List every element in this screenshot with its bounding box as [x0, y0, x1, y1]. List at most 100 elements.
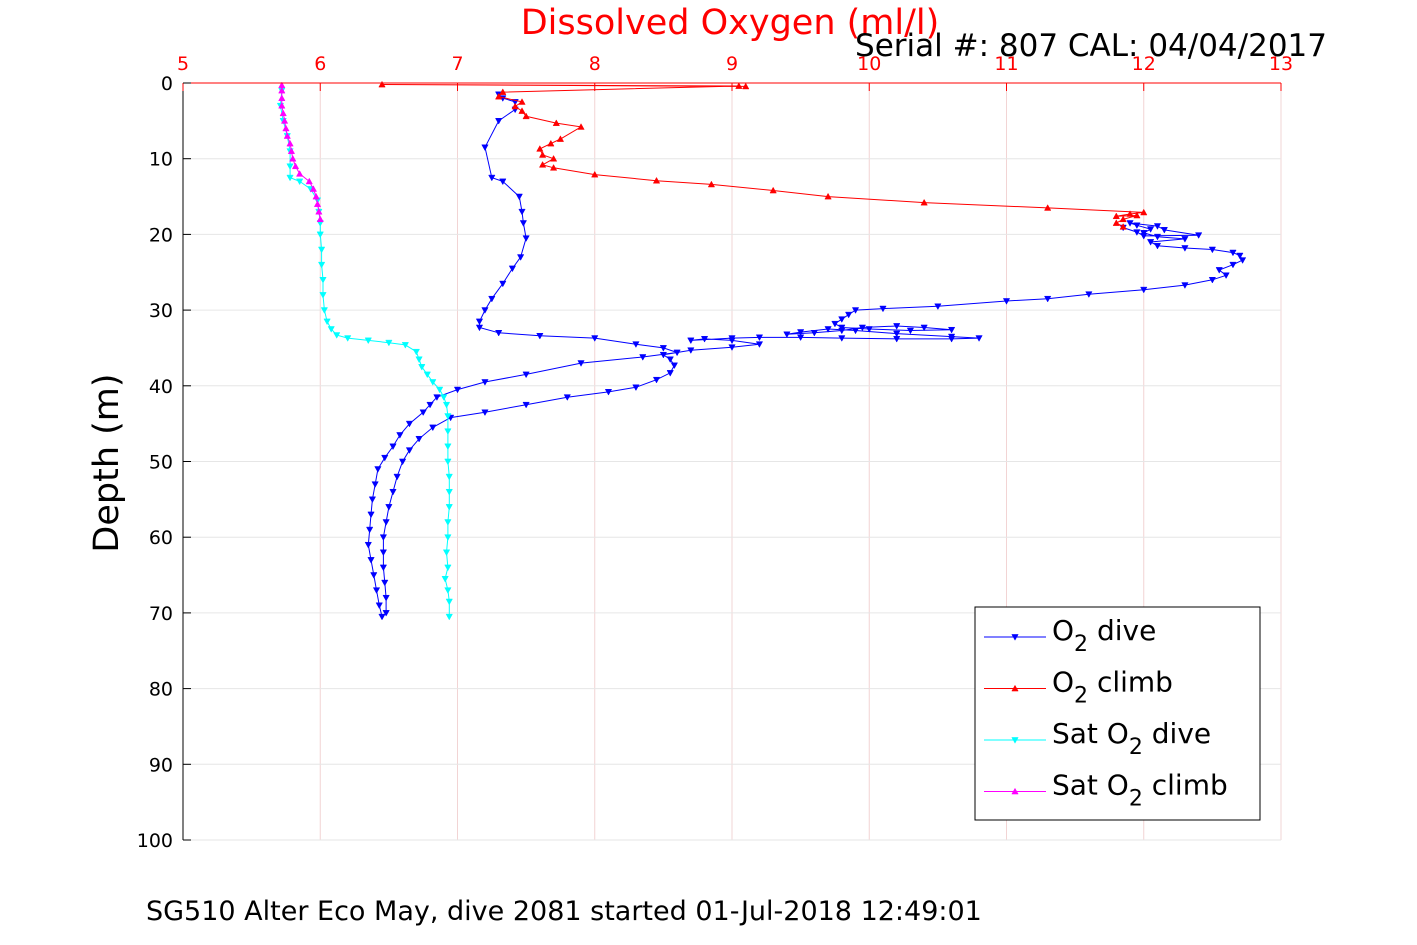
data-point [536, 333, 544, 340]
data-point [286, 163, 294, 170]
data-point [499, 178, 507, 186]
data-point [604, 389, 613, 396]
data-point [666, 370, 674, 377]
data-point [947, 326, 956, 334]
data-point [577, 123, 585, 130]
data-point [441, 576, 449, 583]
data-point [412, 348, 420, 356]
data-point [1133, 229, 1141, 236]
data-point [445, 488, 453, 496]
data-point [444, 458, 452, 466]
data-point [1126, 210, 1134, 217]
data-point [282, 124, 290, 132]
data-point [278, 94, 286, 101]
data-point [278, 86, 286, 94]
data-point [382, 610, 390, 617]
data-point [475, 324, 484, 332]
data-point [515, 193, 523, 201]
legend-marker [1011, 634, 1019, 641]
legend-label: O2 dive [1052, 614, 1156, 657]
data-point [405, 447, 414, 454]
data-point [1236, 252, 1244, 260]
data-point [418, 364, 426, 371]
x-tick-label: 10 [857, 53, 881, 75]
data-point [433, 394, 441, 401]
data-point [320, 307, 328, 314]
data-point [1181, 236, 1189, 243]
data-point [687, 347, 695, 354]
data-point [445, 473, 453, 481]
data-point [673, 349, 681, 357]
data-point [511, 102, 519, 110]
data-point [296, 178, 304, 186]
data-point [367, 557, 375, 564]
data-point [1153, 223, 1162, 230]
data-point [838, 335, 846, 342]
data-point [419, 409, 427, 417]
x-tick-label: 11 [994, 53, 1018, 75]
data-point [378, 613, 386, 621]
y-tick-label: 60 [149, 527, 173, 549]
data-point [401, 342, 409, 349]
y-tick-label: 70 [149, 603, 173, 625]
data-point [831, 320, 839, 328]
data-point [283, 132, 291, 139]
data-point [1002, 298, 1011, 305]
data-point [518, 208, 526, 216]
legend-label: Sat O2 climb [1052, 769, 1228, 812]
data-point [755, 341, 764, 348]
data-point [444, 564, 452, 572]
data-point [522, 235, 530, 242]
data-point [1215, 267, 1223, 274]
chart-title: Dissolved Oxygen (ml/l) [521, 3, 940, 43]
data-point [495, 330, 503, 337]
y-tick-label: 10 [149, 149, 173, 171]
series-line [367, 94, 1244, 618]
data-point [371, 481, 379, 488]
data-point [851, 307, 860, 314]
y-tick-label: 100 [137, 830, 173, 852]
data-point [315, 207, 323, 215]
data-point [1222, 272, 1230, 279]
legend-entry: Sat O2 dive [984, 717, 1211, 760]
data-point [1160, 227, 1168, 234]
legend-entry: Sat O2 climb [984, 769, 1228, 812]
data-point [1126, 220, 1134, 227]
data-point [385, 504, 393, 511]
data-point [287, 147, 296, 154]
data-point [405, 420, 414, 428]
data-point [1119, 215, 1127, 223]
data-point [1238, 257, 1247, 264]
data-point [591, 170, 599, 178]
legend-label: O2 climb [1052, 666, 1173, 709]
x-tick-label: 13 [1269, 53, 1293, 75]
plot-series [276, 80, 1247, 621]
data-point [429, 424, 437, 432]
data-point [415, 435, 423, 443]
data-point [398, 458, 407, 466]
data-point [518, 107, 526, 114]
data-point [481, 307, 489, 314]
data-point [278, 101, 286, 109]
data-point [893, 323, 901, 330]
data-point [975, 335, 983, 342]
legend-marker [1011, 684, 1019, 692]
chart-subtitle: Serial #: 807 CAL: 04/04/2017 [855, 28, 1327, 64]
x-tick-label: 7 [451, 53, 463, 75]
data-point [1140, 286, 1148, 294]
legend-entry: O2 dive [984, 614, 1156, 657]
legend-marker [1011, 737, 1019, 744]
data-point [381, 454, 389, 462]
data-point [444, 413, 452, 420]
data-point [309, 185, 318, 192]
data-point [385, 339, 393, 347]
data-point [382, 519, 390, 526]
data-point [379, 564, 388, 572]
data-point [289, 154, 297, 162]
data-point [666, 356, 674, 364]
dive-caption: SG510 Alter Eco May, dive 2081 started 0… [146, 896, 982, 927]
data-point [499, 280, 507, 288]
data-point [1140, 208, 1148, 216]
data-point [1133, 222, 1141, 230]
data-point [488, 295, 496, 303]
